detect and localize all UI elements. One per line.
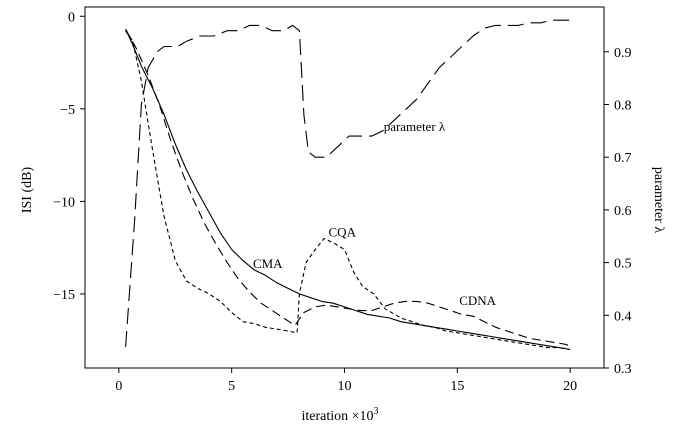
y-tick-label: 0 xyxy=(68,10,75,25)
y2-tick-label: 0.4 xyxy=(614,309,632,324)
y-tick-label: −15 xyxy=(53,288,75,303)
y2-axis-title: parameter λ xyxy=(651,167,666,233)
y-axis-ticks: 0 −5 −10 −15 xyxy=(53,10,85,303)
annotation-label: CDNA xyxy=(459,293,496,308)
x-tick-label: 15 xyxy=(450,379,464,394)
series-line-parameter xyxy=(125,19,571,347)
x-tick-label: 20 xyxy=(563,379,577,394)
y-axis-title: ISI (dB) xyxy=(20,167,35,214)
annotation-label: CQA xyxy=(329,225,357,240)
y-tick-label: −10 xyxy=(53,195,75,210)
y2-tick-label: 0.5 xyxy=(614,257,632,272)
x-tick-label: 0 xyxy=(115,379,122,394)
y2-tick-label: 0.9 xyxy=(614,46,632,61)
annotation-label: CMA xyxy=(253,256,283,271)
x-tick-label: 10 xyxy=(338,379,352,394)
annotation-layer: CMA CQA CDNA parameter λ xyxy=(253,119,497,308)
x-axis-title: iteration ×103 xyxy=(301,406,378,424)
x-axis-title-exponent: 3 xyxy=(374,406,379,417)
annotation-label: parameter λ xyxy=(384,119,446,134)
y2-tick-label: 0.3 xyxy=(614,362,632,377)
y2-tick-label: 0.8 xyxy=(614,98,632,113)
series-line-cqa xyxy=(125,30,571,351)
x-axis-ticks: 0 5 10 15 20 xyxy=(115,368,577,394)
plot-frame xyxy=(84,6,605,369)
series-layer xyxy=(125,19,571,351)
y2-tick-label: 0.7 xyxy=(614,151,632,166)
y-tick-label: −5 xyxy=(60,103,75,118)
y2-tick-label: 0.6 xyxy=(614,204,632,219)
y2-axis-ticks: 0.3 0.4 0.5 0.6 0.7 0.8 0.9 xyxy=(604,46,632,377)
x-tick-label: 5 xyxy=(228,379,235,394)
series-line-cma xyxy=(125,28,571,351)
series-line-cdna xyxy=(125,28,571,347)
